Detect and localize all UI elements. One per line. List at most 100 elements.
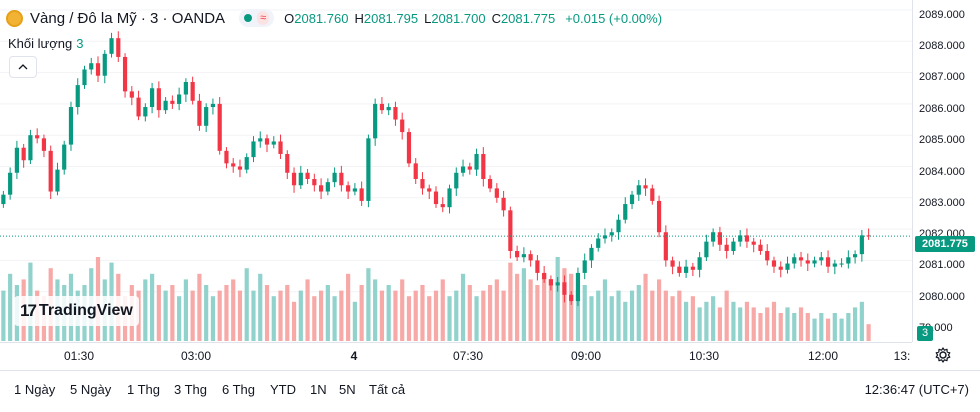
range-button[interactable]: 5N [339, 382, 356, 397]
symbol-title[interactable]: Vàng / Đô la Mỹ · 3 · OANDA [30, 9, 226, 27]
volume-indicator-label[interactable]: Khối lượng 3 [8, 36, 83, 51]
candle-body [231, 163, 236, 167]
volume-bar [467, 285, 472, 341]
candle-body [177, 94, 182, 104]
candle-body [481, 153, 486, 180]
candle-body [116, 38, 121, 57]
volume-bar [386, 285, 391, 341]
candle-body [346, 185, 351, 192]
candle-body [82, 69, 87, 86]
candlestick-chart[interactable] [0, 0, 912, 342]
volume-bar [264, 285, 270, 341]
volume-bar [332, 296, 337, 341]
volume-bar [183, 279, 188, 341]
range-button[interactable]: 1N [310, 382, 327, 397]
timezone-clock[interactable]: 12:36:47 (UTC+7) [864, 382, 969, 397]
range-button[interactable]: 6 Thg [222, 382, 256, 397]
range-button[interactable]: YTD [270, 382, 296, 397]
volume-bar [758, 313, 763, 341]
symbol-header: Vàng / Đô la Mỹ · 3 · OANDA ≈ O2081.760 … [6, 8, 662, 28]
volume-bar [717, 307, 723, 341]
candle-body [494, 188, 499, 198]
candle-body [839, 263, 844, 265]
volume-bar [684, 301, 689, 341]
time-tick-label: 09:00 [570, 349, 602, 363]
candle-body [156, 88, 161, 111]
volume-bar [853, 307, 858, 341]
volume-bar [339, 290, 344, 341]
volume-bar [237, 290, 243, 341]
candle-body [805, 260, 810, 264]
volume-bar [501, 290, 506, 341]
volume-bar [366, 268, 371, 341]
volume-bar [650, 290, 655, 341]
range-button[interactable]: 3 Thg [174, 382, 208, 397]
volume-bar [149, 273, 155, 341]
candle-body [501, 197, 506, 211]
range-button[interactable]: Tất cả [369, 382, 406, 397]
settings-gear-icon[interactable] [934, 346, 952, 364]
price-tick-label: 2089.000 [919, 9, 965, 21]
range-button[interactable]: 1 Ngày [14, 382, 56, 397]
range-button[interactable]: 1 Thg [127, 382, 161, 397]
candle-body [569, 294, 574, 302]
candle-body [136, 97, 141, 117]
time-axis[interactable]: 01:30 03:00 4 07:30 09:00 10:30 12:00 13: [0, 342, 912, 368]
volume-bar [373, 279, 378, 341]
ohlc-low: L2081.700 [424, 10, 486, 26]
volume-bar [278, 290, 283, 341]
time-tick-label: 12:00 [807, 349, 839, 363]
volume-bar [677, 290, 682, 341]
candle-body [89, 63, 94, 70]
candle-body [602, 235, 608, 239]
volume-bar [190, 290, 195, 341]
candle-body [751, 241, 756, 245]
volume-bar [805, 313, 810, 341]
candle-body [129, 91, 134, 98]
candle-body [596, 238, 601, 248]
candle-body [460, 166, 466, 173]
market-status-badge[interactable]: ≈ [239, 9, 275, 27]
range-button[interactable]: 5 Ngày [70, 382, 112, 397]
time-tick-label: 4 [350, 349, 358, 363]
candle-body [95, 63, 101, 76]
time-tick-label: 01:30 [63, 349, 95, 363]
candle-body [684, 266, 689, 273]
collapse-indicators-button[interactable] [9, 56, 37, 78]
ohlc-open: O2081.760 [284, 10, 349, 26]
candle-body [562, 282, 567, 295]
tradingview-logo-text: TradingView [38, 302, 133, 319]
candle-body [677, 266, 682, 273]
candle-body [68, 107, 74, 145]
candle-body [711, 232, 716, 242]
candle-body [792, 257, 797, 264]
volume-bar [515, 273, 520, 341]
candle-body [819, 257, 824, 261]
volume-bar [535, 285, 540, 341]
candle-body [21, 147, 26, 161]
candle-body [778, 266, 783, 270]
candle-body [190, 81, 195, 101]
chart-area[interactable] [0, 0, 912, 342]
candle-body [731, 241, 736, 252]
volume-bar [555, 257, 560, 341]
volume-bar [589, 296, 594, 341]
volume-bar [170, 285, 175, 341]
volume-bar [474, 296, 479, 341]
volume-bar [210, 296, 216, 341]
volume-bar [562, 268, 567, 341]
time-tick-label: 13: [893, 349, 911, 363]
volume-bar [765, 307, 770, 341]
candle-body [447, 188, 452, 208]
price-tick-label: 2080.000 [919, 291, 965, 303]
price-axis[interactable]: 2089.000 2088.000 2087.000 2086.000 2085.000… [912, 0, 980, 342]
candle-body [643, 185, 648, 189]
time-tick-label: 03:00 [180, 349, 212, 363]
tradingview-logo[interactable]: 17 TradingView [14, 296, 139, 326]
volume-bar [832, 313, 837, 341]
candle-body [8, 172, 13, 195]
volume-bar [656, 279, 662, 341]
volume-bar [177, 296, 182, 341]
candle-body [251, 141, 256, 158]
volume-bar [690, 296, 695, 341]
